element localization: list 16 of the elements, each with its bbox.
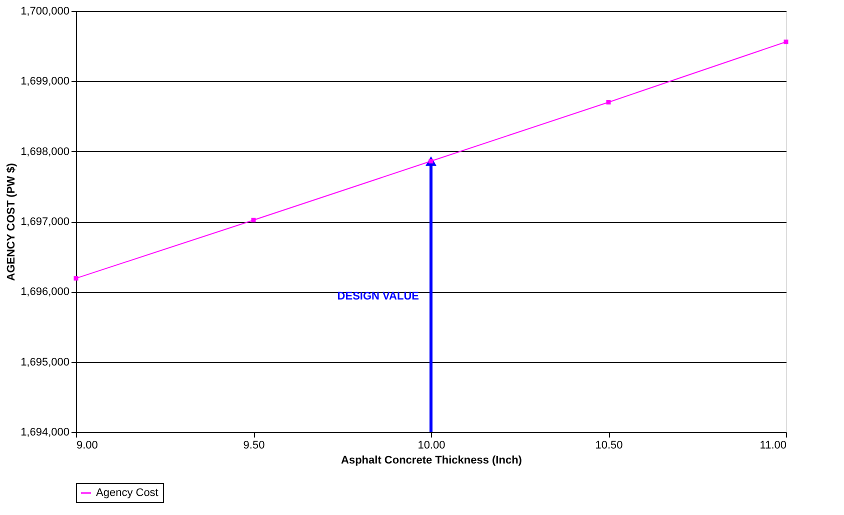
- y-tick-label: 1,696,000: [20, 286, 70, 298]
- y-axis-title: AGENCY COST (PW $): [6, 162, 18, 281]
- x-tick-label: 10.00: [418, 440, 446, 452]
- x-tick-label: 10.50: [595, 440, 623, 452]
- y-tick-label: 1,695,000: [20, 356, 70, 368]
- y-tick-label: 1,700,000: [20, 6, 70, 18]
- y-tick-label: 1,699,000: [20, 76, 70, 88]
- x-tick-label: 9.00: [76, 440, 98, 452]
- x-axis-title: Asphalt Concrete Thickness (Inch): [341, 454, 522, 466]
- legend-label: Agency Cost: [96, 487, 158, 499]
- y-tick-label: 1,694,000: [20, 426, 70, 438]
- y-tick-label: 1,698,000: [20, 146, 70, 158]
- x-tick-label: 11.00: [760, 440, 786, 452]
- y-tick-label: 1,697,000: [20, 216, 70, 228]
- ref-line-label: DESIGN VALUE: [337, 290, 419, 303]
- x-tick-label: 9.50: [243, 440, 265, 452]
